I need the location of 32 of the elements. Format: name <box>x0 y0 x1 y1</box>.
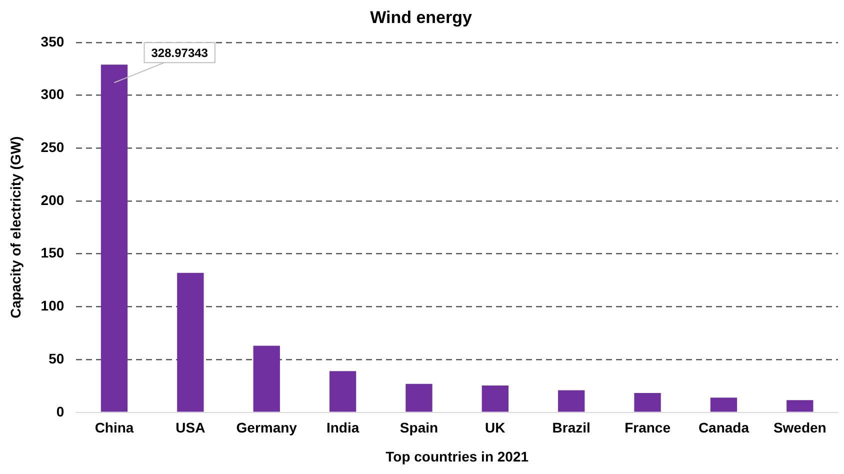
bar <box>100 64 128 412</box>
bar <box>634 392 661 412</box>
bar <box>482 385 509 412</box>
y-tick-label: 350 <box>40 33 64 50</box>
x-tick-label: China <box>94 420 134 436</box>
x-tick-label: Brazil <box>552 420 590 436</box>
x-tick-label: USA <box>176 420 206 436</box>
x-tick-label: Spain <box>400 420 438 436</box>
y-tick-label: 300 <box>40 86 64 102</box>
y-tick-label: 250 <box>40 138 64 155</box>
y-axis-title: Capacity of electricity (GW) <box>7 136 24 318</box>
bar <box>710 398 738 412</box>
x-tick-label: Germany <box>236 420 298 436</box>
x-tick-label: France <box>624 420 671 436</box>
y-tick-label: 200 <box>40 192 64 208</box>
x-tick-label: Sweden <box>773 420 826 436</box>
x-tick-label: India <box>326 420 360 436</box>
x-tick-label: Canada <box>698 420 750 436</box>
bar <box>406 384 432 412</box>
y-tick-label: 150 <box>40 244 64 261</box>
y-tick-label: 100 <box>40 298 64 314</box>
x-tick-label: UK <box>485 420 506 436</box>
bar <box>253 346 280 412</box>
bar <box>558 390 585 412</box>
bar <box>329 371 356 412</box>
x-axis-title: Top countries in 2021 <box>386 448 529 464</box>
bar <box>177 272 204 412</box>
data-label: 328.97343 <box>151 46 208 60</box>
chart-title: Wind energy <box>370 8 472 27</box>
y-tick-label: 50 <box>48 350 64 366</box>
y-tick-label: 0 <box>56 403 64 420</box>
bar <box>786 400 814 412</box>
